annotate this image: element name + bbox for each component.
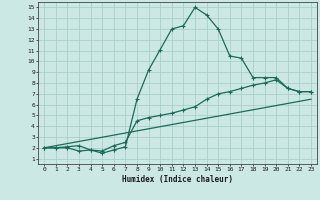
X-axis label: Humidex (Indice chaleur): Humidex (Indice chaleur)	[122, 175, 233, 184]
